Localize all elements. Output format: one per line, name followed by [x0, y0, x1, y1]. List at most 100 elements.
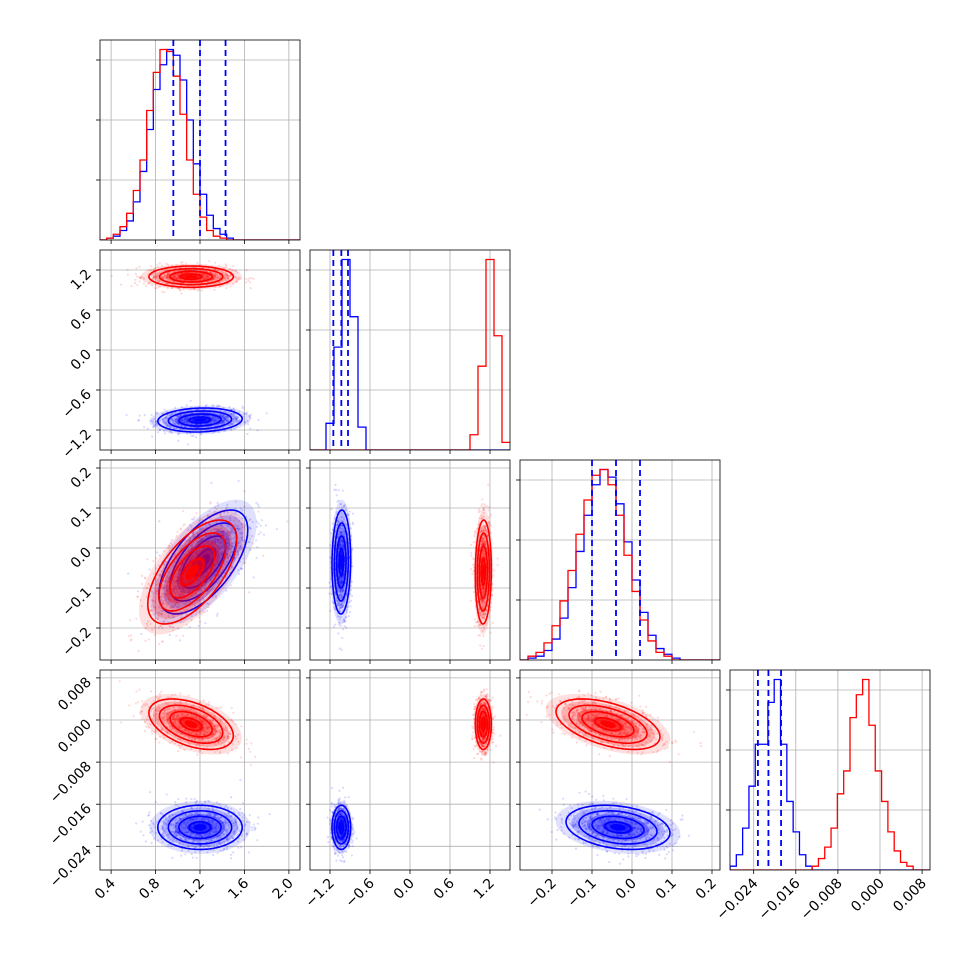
- scatter-point: [180, 414, 183, 417]
- scatter-point: [156, 612, 159, 615]
- scatter-point: [201, 536, 204, 539]
- scatter-point: [222, 417, 225, 420]
- scatter-point: [229, 274, 233, 277]
- scatter-point: [221, 516, 224, 519]
- scatter-point: [342, 605, 346, 608]
- scatter-point: [178, 639, 182, 642]
- scatter-point: [176, 273, 179, 276]
- scatter-point: [473, 530, 476, 533]
- scatter-point: [196, 261, 199, 265]
- scatter-point: [221, 422, 224, 425]
- scatter-point: [240, 536, 243, 539]
- scatter-point: [346, 606, 349, 609]
- scatter-point: [235, 276, 238, 279]
- scatter-point: [255, 501, 258, 504]
- scatter-point: [336, 523, 339, 526]
- scatter-point: [224, 417, 227, 420]
- scatter-point: [159, 419, 162, 422]
- scatter-point: [175, 263, 178, 267]
- scatter-point: [249, 413, 252, 416]
- scatter-point: [216, 417, 219, 420]
- scatter-point: [286, 520, 289, 523]
- scatter-point: [213, 268, 216, 271]
- scatter-point: [230, 542, 233, 545]
- scatter-point: [203, 574, 206, 577]
- scatter-point: [205, 429, 208, 432]
- scatter-point: [340, 606, 344, 609]
- scatter-point: [176, 569, 180, 572]
- scatter-point: [164, 268, 168, 271]
- scatter-point: [240, 567, 243, 570]
- scatter-point: [201, 527, 204, 530]
- scatter-point: [177, 586, 180, 590]
- scatter-point: [483, 543, 486, 546]
- scatter-point: [191, 532, 194, 535]
- scatter-point: [168, 424, 171, 427]
- scatter-point: [149, 265, 153, 268]
- scatter-point: [227, 274, 230, 277]
- scatter-point: [159, 569, 163, 572]
- scatter-point: [158, 262, 161, 265]
- scatter-point: [232, 519, 236, 522]
- scatter-point: [339, 593, 342, 596]
- scatter-point: [482, 543, 485, 546]
- scatter-point: [248, 277, 251, 280]
- scatter-point: [184, 417, 187, 420]
- scatter-point: [236, 527, 239, 530]
- scatter-point: [138, 276, 142, 279]
- scatter-point: [179, 610, 182, 613]
- scatter-point: [208, 581, 211, 584]
- scatter-point: [181, 418, 184, 421]
- scatter-point: [490, 594, 494, 597]
- scatter-point: [235, 550, 238, 553]
- scatter-point: [168, 595, 171, 598]
- scatter-point: [183, 421, 186, 424]
- scatter-point: [259, 531, 262, 534]
- scatter-point: [340, 540, 344, 543]
- scatter-point: [171, 418, 174, 421]
- scatter-point: [199, 580, 202, 583]
- scatter-point: [176, 274, 179, 277]
- scatter-point: [344, 619, 347, 622]
- scatter-point: [229, 285, 232, 288]
- scatter-point: [338, 623, 341, 626]
- scatter-point: [165, 561, 168, 564]
- scatter-point: [339, 525, 342, 528]
- scatter-point: [159, 624, 162, 627]
- scatter-point: [158, 574, 161, 577]
- scatter-point: [182, 561, 185, 564]
- scatter-point: [176, 277, 179, 280]
- scatter-point: [338, 609, 341, 612]
- scatter-point: [328, 556, 332, 559]
- scatter-point: [336, 588, 339, 591]
- scatter-point: [345, 594, 348, 597]
- scatter-point: [214, 419, 217, 422]
- scatter-point: [192, 584, 195, 587]
- scatter-point: [214, 420, 218, 423]
- scatter-point: [205, 276, 209, 279]
- scatter-point: [176, 530, 179, 534]
- scatter-point: [130, 284, 133, 288]
- scatter-point: [222, 415, 225, 418]
- scatter-point: [178, 569, 181, 572]
- scatter-point: [175, 602, 178, 605]
- scatter-point: [151, 599, 155, 602]
- density-contour: [158, 532, 227, 612]
- scatter-point: [197, 426, 201, 429]
- scatter-point: [173, 561, 176, 564]
- scatter-point: [202, 586, 205, 590]
- scatter-point: [229, 412, 232, 415]
- scatter-point: [218, 405, 222, 408]
- histogram-panel-4: [726, 669, 931, 871]
- scatter-point: [163, 620, 166, 623]
- scatter-point: [197, 288, 201, 291]
- scatter-point: [200, 433, 203, 436]
- scatter-point: [241, 517, 244, 520]
- scatter-point: [227, 524, 230, 528]
- scatter-point: [195, 426, 199, 429]
- histogram-blue-series: [520, 468, 720, 660]
- scatter-point: [185, 404, 188, 407]
- scatter-point: [249, 427, 252, 430]
- scatter-point: [228, 544, 231, 547]
- scatter-point: [149, 419, 153, 422]
